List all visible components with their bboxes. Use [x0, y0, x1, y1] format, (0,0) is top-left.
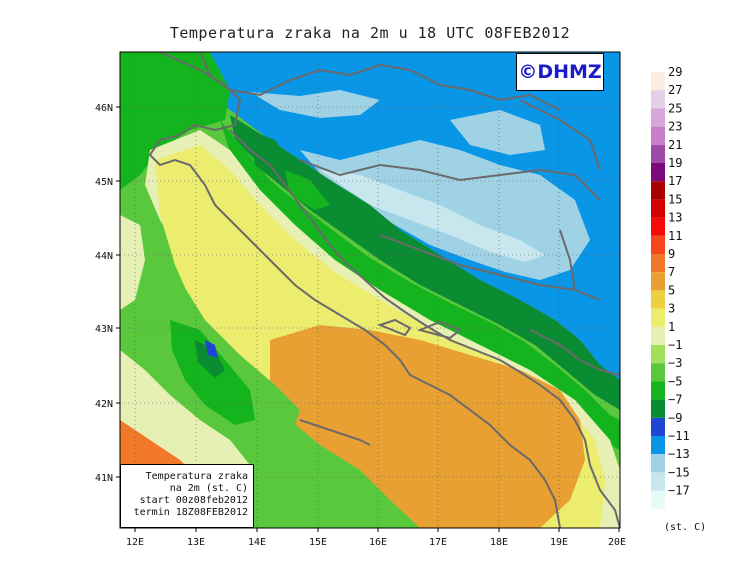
lon-label: 17E — [429, 537, 447, 548]
colorbar-label: 9 — [668, 247, 675, 261]
colorbar-swatch — [651, 363, 665, 382]
colorbar-swatch — [651, 108, 665, 127]
colorbar-swatch — [651, 490, 665, 509]
graticule — [120, 52, 620, 528]
lon-label: 14E — [248, 537, 266, 548]
colorbar-swatch — [651, 272, 665, 291]
colorbar-label: 25 — [668, 101, 682, 115]
info-line: Temperatura zraka — [145, 471, 248, 482]
temperature-field — [120, 52, 620, 528]
colorbar-label: −11 — [668, 429, 690, 443]
longitude-labels: 12E 13E 14E 15E 16E 17E 18E 19E 20E — [126, 537, 626, 548]
lon-label: 18E — [490, 537, 508, 548]
colorbar-label: 3 — [668, 302, 675, 316]
colorbar-label: 19 — [668, 156, 682, 170]
colorbar-swatch — [651, 417, 665, 436]
lat-label: 42N — [95, 399, 113, 410]
colorbar-label: 17 — [668, 174, 682, 188]
colorbar-swatch — [651, 381, 665, 400]
info-line: termin 18Z08FEB2012 — [133, 507, 248, 518]
colorbar-label: −17 — [668, 484, 690, 498]
colorbar-swatch — [651, 90, 665, 109]
colorbar-swatch — [651, 254, 665, 273]
lat-label: 46N — [95, 103, 113, 114]
lat-label: 41N — [95, 473, 113, 484]
coastline — [148, 52, 620, 528]
colorbar-label: −13 — [668, 447, 690, 461]
lon-label: 15E — [309, 537, 327, 548]
colorbar-label: 5 — [668, 283, 675, 297]
colorbar-swatch — [651, 72, 665, 91]
colorbar-swatch — [651, 126, 665, 145]
lon-label: 19E — [550, 537, 568, 548]
info-line: na 2m (st. C) — [169, 483, 248, 494]
colorbar-label: 15 — [668, 192, 682, 206]
colorbar-swatch — [651, 326, 665, 345]
dhmz-logo: ©DHMZ — [516, 53, 604, 91]
colorbar-swatch — [651, 345, 665, 364]
colorbar-swatch — [651, 235, 665, 254]
colorbar-unit: (st. C) — [664, 522, 706, 533]
lon-label: 12E — [126, 537, 144, 548]
lat-label: 43N — [95, 324, 113, 335]
colorbar-swatch — [651, 472, 665, 491]
colorbar-label: −1 — [668, 338, 682, 352]
colorbar-label: −5 — [668, 374, 682, 388]
colorbar-swatch — [651, 181, 665, 200]
colorbar-label: −9 — [668, 411, 682, 425]
colorbar-label: 11 — [668, 229, 682, 243]
colorbar-swatch — [651, 163, 665, 182]
colorbar-label: 29 — [668, 65, 682, 79]
colorbar-label: 27 — [668, 83, 682, 97]
colorbar-swatch — [651, 308, 665, 327]
colorbar-label: 21 — [668, 138, 682, 152]
colorbar: 29 27 25 23 21 19 17 15 13 11 9 7 5 3 1 −1 −3 −5 −7 −9 −11 −1… — [651, 65, 706, 533]
colorbar-label: 23 — [668, 120, 682, 134]
colorbar-label: 7 — [668, 265, 675, 279]
colorbar-swatch — [651, 144, 665, 163]
colorbar-swatch — [651, 290, 665, 309]
colorbar-swatch — [651, 399, 665, 418]
lon-label: 13E — [187, 537, 205, 548]
lat-label: 44N — [95, 251, 113, 262]
lat-label: 45N — [95, 177, 113, 188]
map-frame — [119, 51, 621, 529]
colorbar-label: −15 — [668, 465, 690, 479]
colorbar-swatch — [651, 199, 665, 218]
lon-label: 20E — [608, 537, 626, 548]
colorbar-label: −7 — [668, 393, 682, 407]
lon-label: 16E — [369, 537, 387, 548]
info-line: start 00z08feb2012 — [139, 495, 248, 506]
colorbar-label: −3 — [668, 356, 682, 370]
latitude-labels: 41N 42N 43N 44N 45N 46N — [95, 103, 113, 484]
info-box: Temperatura zraka na 2m (st. C) start 00… — [120, 464, 254, 528]
colorbar-swatch — [651, 454, 665, 473]
colorbar-swatch — [651, 217, 665, 236]
colorbar-label: 13 — [668, 211, 682, 225]
map-title: Temperatura zraka na 2m u 18 UTC 08FEB20… — [169, 24, 571, 42]
colorbar-swatch — [651, 436, 665, 455]
colorbar-label: 1 — [668, 320, 675, 334]
